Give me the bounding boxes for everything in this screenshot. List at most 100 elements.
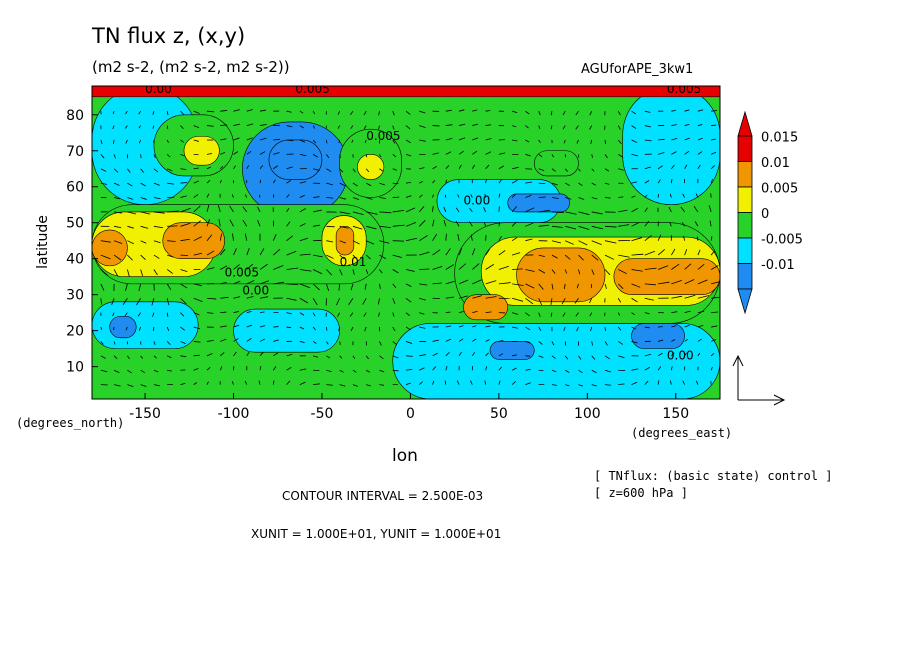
flux-vector xyxy=(576,139,579,144)
flux-vector xyxy=(631,341,638,344)
flux-vector xyxy=(498,193,501,198)
flux-vector xyxy=(578,211,590,216)
flux-vector xyxy=(350,326,354,332)
flux-vector xyxy=(100,355,106,359)
flux-vector xyxy=(405,153,412,157)
flux-vector xyxy=(233,280,241,285)
flux-vector xyxy=(432,380,435,385)
flux-vector xyxy=(631,237,643,242)
flux-vector xyxy=(684,164,688,169)
flux-vector xyxy=(363,312,367,317)
flux-vector xyxy=(538,139,541,143)
flux-vector xyxy=(312,312,316,317)
flux-vector xyxy=(392,111,395,116)
flux-vector xyxy=(458,109,465,112)
flux-vector xyxy=(644,312,650,315)
flux-vector xyxy=(392,168,398,171)
flux-vector xyxy=(445,151,452,155)
flux-vector xyxy=(458,137,466,141)
flux-vector xyxy=(246,280,255,285)
flux-vector xyxy=(578,182,583,186)
flux-vector xyxy=(299,153,307,157)
flux-vector xyxy=(299,269,312,272)
flux-vector xyxy=(697,338,702,342)
flux-vector xyxy=(631,208,638,213)
flux-vector xyxy=(193,312,200,316)
field-region xyxy=(516,247,606,303)
flux-vector xyxy=(631,297,638,303)
flux-vector xyxy=(366,384,371,387)
flux-vector xyxy=(565,240,574,245)
flux-vector xyxy=(670,366,673,371)
flux-vector xyxy=(538,355,544,358)
flux-vector xyxy=(193,194,199,198)
flux-vector xyxy=(392,209,405,213)
flux-vector xyxy=(432,219,435,227)
flux-vector xyxy=(379,254,387,260)
flux-vector xyxy=(711,325,718,328)
flux-vector xyxy=(709,220,712,227)
flux-vector xyxy=(339,269,343,276)
flux-vector xyxy=(352,355,356,360)
flux-vector xyxy=(166,125,169,129)
flux-vector xyxy=(379,211,392,214)
flux-vector xyxy=(644,250,655,256)
flux-vector xyxy=(644,366,650,371)
flux-vector xyxy=(485,325,491,328)
flux-vector xyxy=(644,326,650,329)
flux-vector xyxy=(604,283,607,289)
flux-vector xyxy=(366,211,378,215)
y-axis-label: latitude xyxy=(35,215,51,269)
flux-vector xyxy=(631,368,639,371)
field-region xyxy=(533,150,579,177)
flux-vector xyxy=(511,180,518,184)
flux-vector xyxy=(379,384,385,386)
plot-frame xyxy=(91,85,721,400)
flux-vector xyxy=(339,254,345,260)
flux-vector xyxy=(349,312,354,317)
flux-vector xyxy=(140,182,146,187)
flux-vector xyxy=(657,339,664,342)
contour-interval: CONTOUR INTERVAL = 2.500E-03 xyxy=(282,489,484,503)
flux-vector xyxy=(657,179,661,184)
flux-vector xyxy=(127,168,131,173)
flux-vector xyxy=(100,298,102,305)
x-tick-label: 100 xyxy=(574,406,601,422)
flux-vector xyxy=(684,294,696,299)
note-basic-state: [ TNflux: (basic state) control ] xyxy=(594,469,833,483)
flux-vector xyxy=(100,369,108,373)
flux-vector xyxy=(229,205,234,213)
flux-vector xyxy=(591,355,596,360)
flux-vector xyxy=(379,182,385,186)
flux-vector xyxy=(631,139,638,143)
flux-vector xyxy=(697,295,710,299)
flux-vector xyxy=(206,250,215,256)
flux-vector xyxy=(551,225,564,228)
flux-vector xyxy=(405,283,412,287)
flux-vector xyxy=(432,352,439,357)
flux-vector xyxy=(286,380,291,385)
flux-vector xyxy=(193,341,201,343)
flux-vector xyxy=(112,312,115,317)
flux-vector xyxy=(458,248,463,256)
flux-vector xyxy=(538,341,543,345)
flux-vector xyxy=(697,264,705,270)
flux-vector xyxy=(697,279,708,285)
flux-vector xyxy=(379,154,382,158)
flux-vector xyxy=(233,351,237,357)
flux-vector xyxy=(658,138,665,141)
flux-vector xyxy=(113,154,116,159)
flux-vector xyxy=(485,264,495,270)
flux-vector xyxy=(139,139,142,144)
flux-vector xyxy=(525,341,531,344)
flux-vector xyxy=(498,235,502,241)
flux-vector xyxy=(166,341,171,345)
flux-vector xyxy=(512,312,519,315)
flux-vector xyxy=(538,182,546,185)
flux-vector xyxy=(445,233,447,241)
flux-vector xyxy=(445,311,451,314)
flux-vector xyxy=(140,168,144,173)
flux-vector xyxy=(153,254,160,259)
y-tick-label: 40 xyxy=(66,252,84,268)
flux-vector xyxy=(472,338,477,342)
